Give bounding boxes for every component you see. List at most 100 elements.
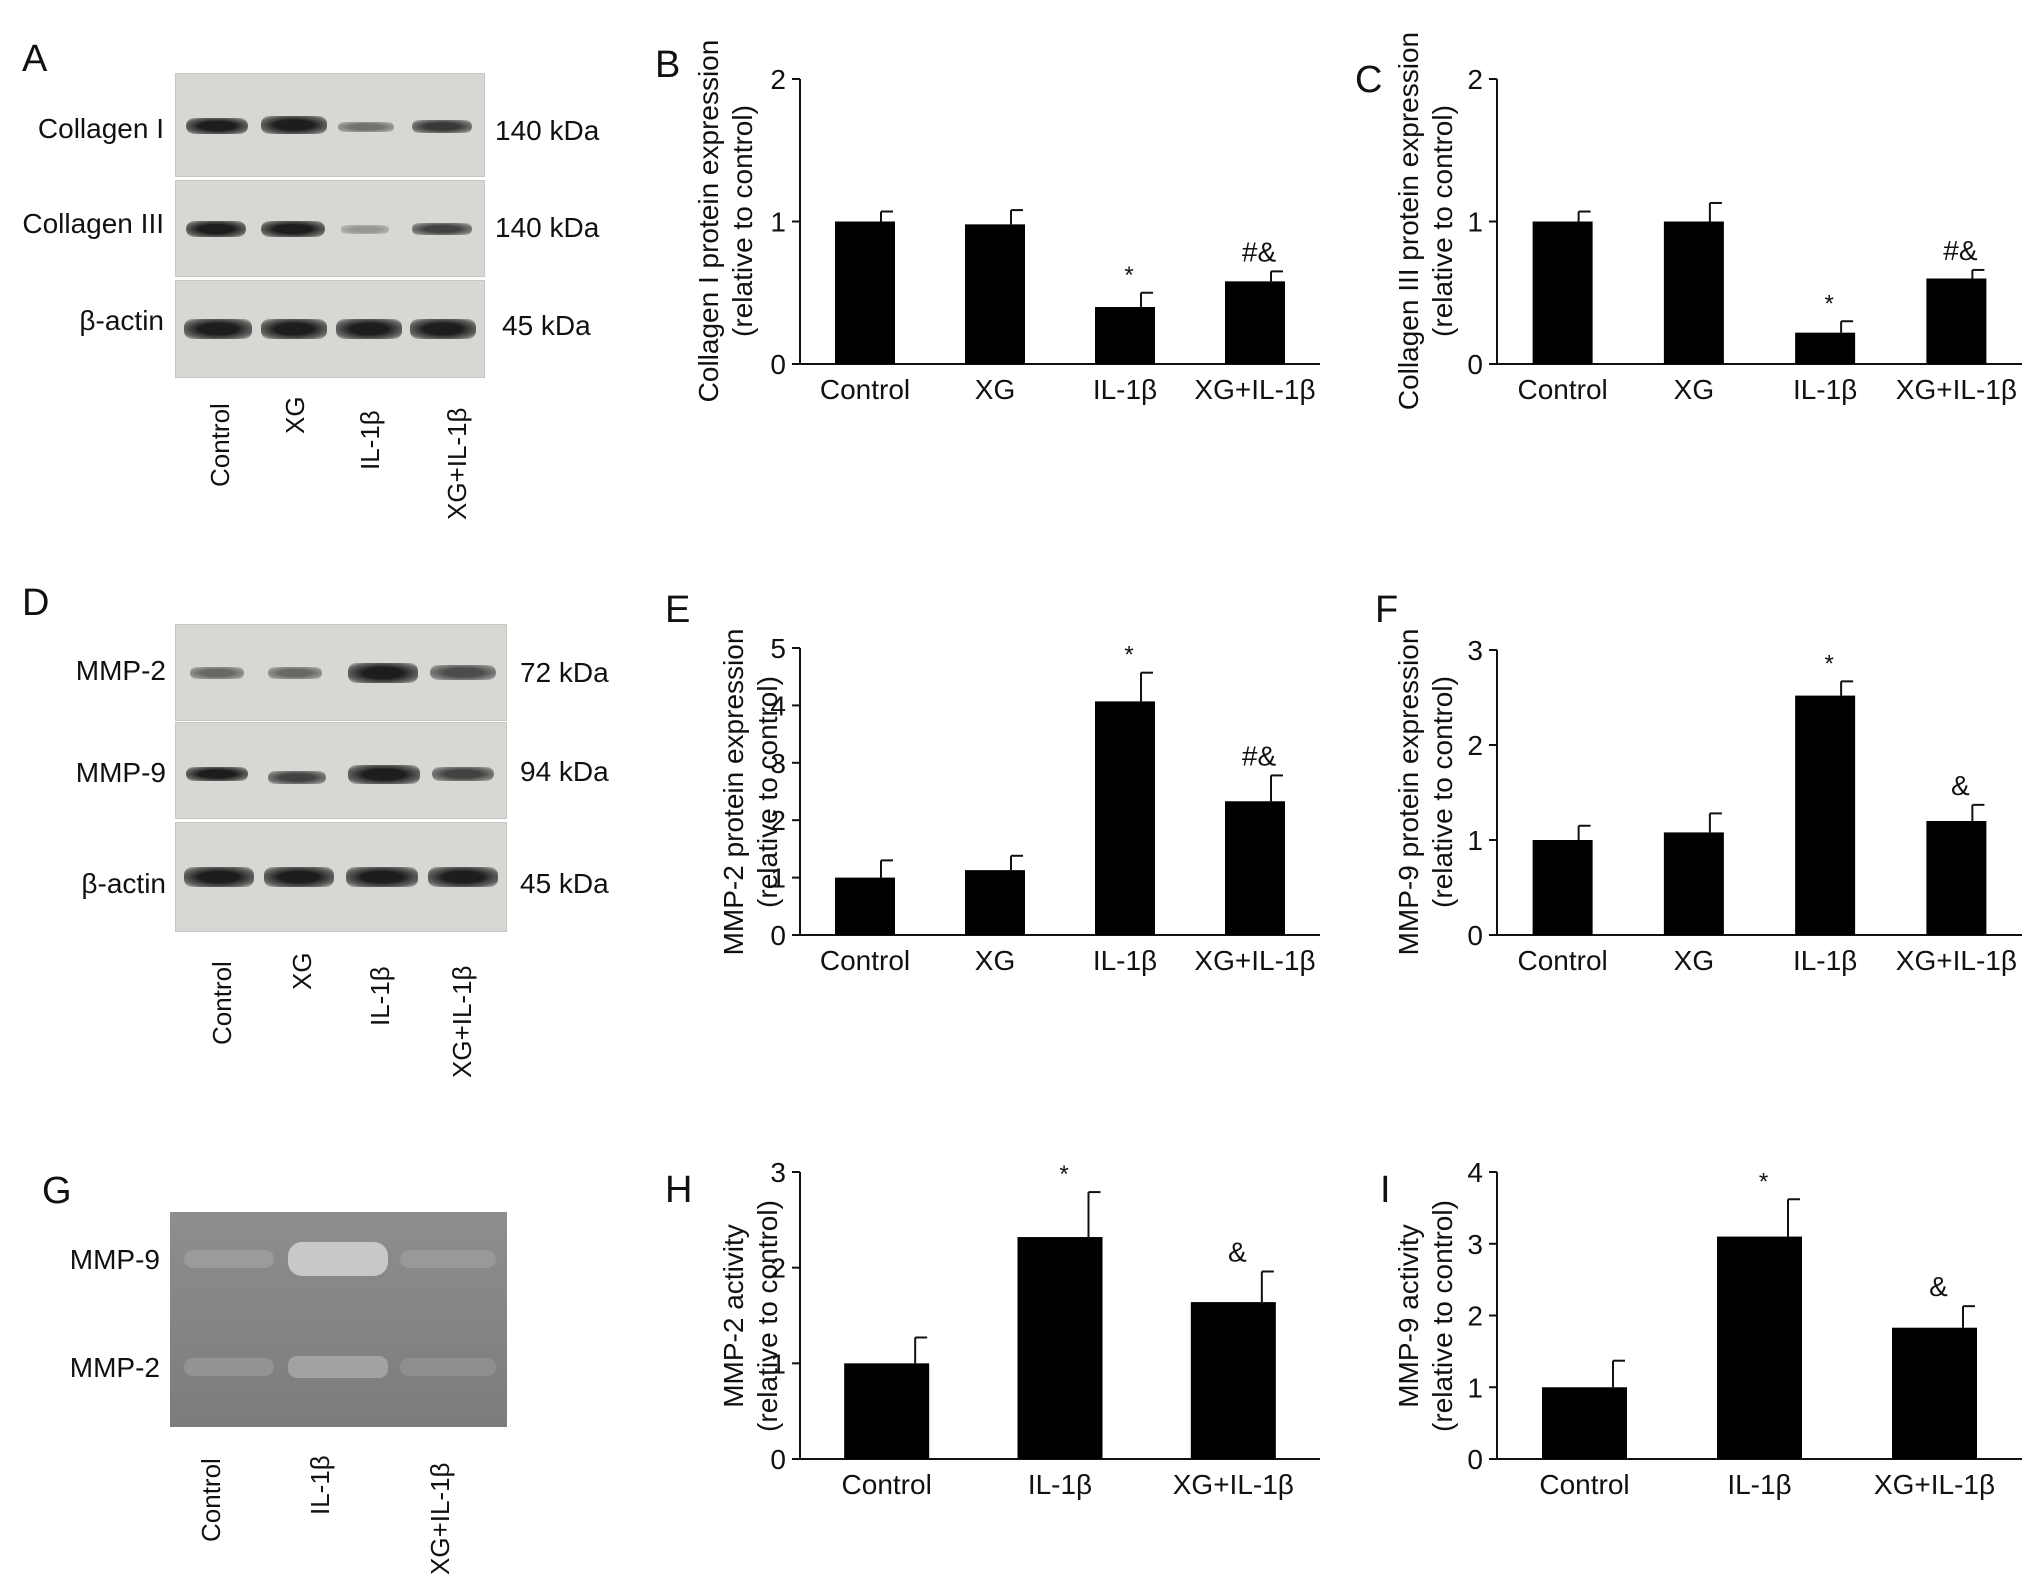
blot-strip-collagen-iii xyxy=(175,180,485,277)
bar xyxy=(1926,821,1987,935)
band xyxy=(186,767,248,781)
y-tick-label: 1 xyxy=(1467,1372,1483,1403)
row-label-mmp-9: MMP-9 xyxy=(75,757,166,788)
x-tick-label: XG xyxy=(975,374,1015,405)
y-tick-label: 0 xyxy=(770,349,786,380)
x-tick-label: XG xyxy=(1674,945,1714,976)
kda-label: 140 kDa xyxy=(495,115,600,146)
y-axis-label-line: MMP-9 protein expression xyxy=(1393,629,1424,956)
row-label-mmp-9: MMP-9 xyxy=(69,1244,160,1275)
y-axis-label: Collagen III protein expression (relative… xyxy=(1393,32,1458,410)
y-tick-label: 2 xyxy=(770,64,786,95)
bar xyxy=(965,870,1025,935)
x-tick-label: Control xyxy=(820,374,910,405)
lane-label-xg: XG xyxy=(280,396,310,434)
y-axis-label-line: (relative to control) xyxy=(727,105,758,337)
row-label-beta-actin: β-actin xyxy=(81,868,166,899)
significance-mark: * xyxy=(1824,650,1833,677)
y-tick-label: 1 xyxy=(770,207,786,238)
band xyxy=(184,319,252,339)
band xyxy=(261,116,327,134)
y-tick-label: 3 xyxy=(770,1157,786,1188)
band xyxy=(264,867,334,887)
zymography-gel xyxy=(170,1212,507,1427)
band xyxy=(412,120,472,133)
y-axis-label-line: Collagen I protein expression xyxy=(693,40,724,403)
significance-mark: #& xyxy=(1943,235,1978,266)
band xyxy=(261,319,327,339)
y-axis-label-line: MMP-2 protein expression xyxy=(718,629,749,956)
x-tick-label: Control xyxy=(820,945,910,976)
y-tick-label: 0 xyxy=(1467,920,1483,951)
zymo-band xyxy=(184,1250,274,1268)
bar xyxy=(1717,1236,1802,1459)
band xyxy=(190,667,244,679)
lane-label-control: Control xyxy=(207,961,237,1045)
y-axis-label-line: (relative to control) xyxy=(1427,105,1458,337)
bar xyxy=(1892,1327,1977,1459)
band xyxy=(338,122,394,132)
zymo-band xyxy=(400,1358,496,1376)
x-tick-label: IL-1β xyxy=(1793,374,1857,405)
significance-mark: * xyxy=(1824,290,1833,317)
lane-label-il1b: IL-1β xyxy=(355,410,385,470)
row-label-mmp-2: MMP-2 xyxy=(75,655,166,686)
band xyxy=(268,771,326,784)
significance-mark: * xyxy=(1759,1168,1768,1195)
bar xyxy=(1663,221,1724,364)
band xyxy=(261,221,325,237)
band xyxy=(430,665,496,680)
significance-mark: * xyxy=(1124,642,1133,669)
bar xyxy=(1532,221,1593,364)
x-tick-label: Control xyxy=(1539,1469,1629,1500)
bar xyxy=(965,224,1025,364)
blot-strip-mmp-9 xyxy=(175,722,507,819)
band xyxy=(410,319,476,339)
blot-strip-beta-actin-d xyxy=(175,822,507,932)
y-axis-label: MMP-2 protein expression (relative to con… xyxy=(718,629,783,956)
x-tick-label: Control xyxy=(1517,945,1607,976)
y-tick-label: 1 xyxy=(770,1348,786,1379)
bar xyxy=(1095,701,1155,935)
band xyxy=(346,867,418,887)
blot-strip-beta-actin-a xyxy=(175,280,485,378)
band xyxy=(268,667,322,679)
row-label-collagen-i: Collagen I xyxy=(37,113,164,144)
y-axis-label: MMP-9 activity (relative to control) xyxy=(1393,1200,1458,1432)
significance-mark: * xyxy=(1124,262,1133,289)
y-tick-label: 1 xyxy=(1467,825,1483,856)
kda-label: 72 kDa xyxy=(520,657,609,688)
panel-letter-h: H xyxy=(665,1169,692,1211)
zymo-band xyxy=(288,1356,388,1378)
bar xyxy=(1926,278,1987,364)
y-tick-label: 0 xyxy=(770,920,786,951)
panel-letter-d: D xyxy=(22,582,50,624)
band xyxy=(184,867,254,887)
significance-mark: & xyxy=(1228,1236,1247,1267)
y-axis-label-line: MMP-2 activity xyxy=(718,1224,749,1408)
panel-letter-b: B xyxy=(655,44,680,86)
bar xyxy=(1225,801,1285,935)
y-tick-label: 2 xyxy=(1467,730,1483,761)
lane-label-xg-il1b: XG+IL-1β xyxy=(425,1462,455,1575)
y-tick-label: 3 xyxy=(1467,635,1483,666)
panel-letter-i: I xyxy=(1380,1169,1391,1211)
significance-mark: & xyxy=(1929,1271,1948,1302)
x-tick-label: XG xyxy=(975,945,1015,976)
row-label-collagen-iii: Collagen III xyxy=(22,208,164,239)
y-axis-label: Collagen I protein expression (relative t… xyxy=(693,40,758,403)
blot-strip-mmp-2 xyxy=(175,624,507,721)
y-axis-label: MMP-2 activity (relative to control) xyxy=(718,1200,783,1432)
kda-label: 45 kDa xyxy=(520,868,609,899)
band xyxy=(348,765,420,784)
panel-letter-g: G xyxy=(42,1170,72,1212)
y-tick-label: 3 xyxy=(770,748,786,779)
band xyxy=(336,319,402,339)
y-tick-label: 2 xyxy=(1467,64,1483,95)
x-tick-label: IL-1β xyxy=(1093,945,1157,976)
y-tick-label: 1 xyxy=(770,863,786,894)
y-tick-label: 5 xyxy=(770,633,786,664)
y-axis-label-line: (relative to control) xyxy=(1427,1200,1458,1432)
y-tick-label: 0 xyxy=(770,1444,786,1475)
significance-mark: * xyxy=(1059,1161,1068,1188)
